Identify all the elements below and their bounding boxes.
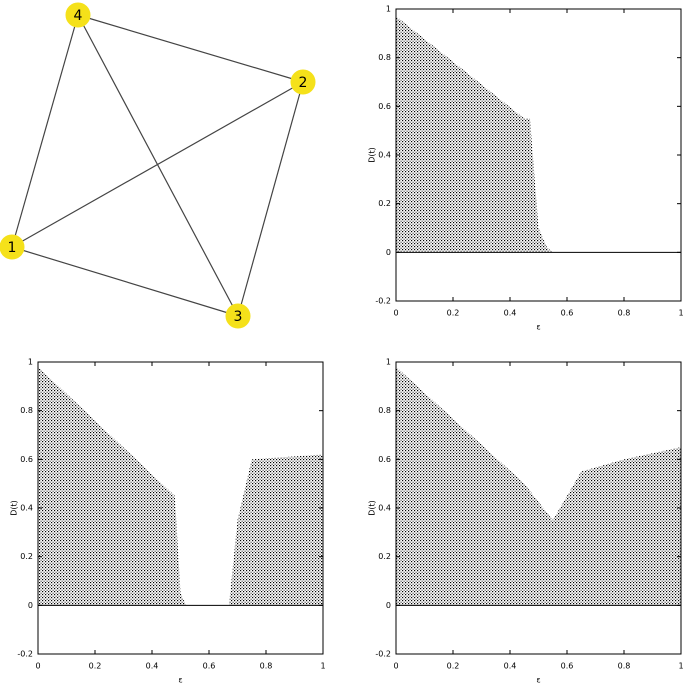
y-tick-label: 0 — [28, 601, 33, 610]
x-axis-label: ε — [536, 676, 540, 685]
y-tick-label: 0.4 — [20, 504, 33, 513]
node-circle — [290, 69, 316, 95]
y-tick-label: -0.2 — [375, 297, 391, 306]
edge — [77, 14, 239, 317]
x-tick-label: 0 — [35, 662, 40, 671]
x-tick-label: 1 — [678, 309, 683, 318]
y-tick-label: 0.2 — [378, 552, 391, 561]
chart: -0.200.20.40.60.810 0.2 0.4 0.6 0.8 1εD(t) — [368, 358, 684, 685]
x-tick-label: 0.8 — [260, 662, 273, 671]
x-axis-label: ε — [178, 676, 182, 685]
node-circle — [65, 2, 91, 28]
y-tick-label: 0.6 — [378, 102, 391, 111]
y-axis-label: D(t) — [10, 500, 19, 516]
charts: -0.200.20.40.60.810 0.2 0.4 0.6 0.8 1εD(t)-0.… — [10, 5, 684, 685]
y-tick-label: 0.2 — [20, 552, 33, 561]
edge — [11, 14, 79, 248]
y-tick-label: -0.2 — [375, 650, 391, 659]
plot-frame — [37, 361, 324, 655]
x-tick-label: 0.6 — [561, 662, 574, 671]
chart: -0.200.20.40.60.810 0.2 0.4 0.6 0.8 1εD(t) — [10, 358, 326, 685]
y-tick-label: 1 — [386, 358, 391, 367]
x-tick-label: 0.4 — [504, 309, 517, 318]
node: 1 — [0, 234, 25, 260]
edge — [77, 14, 304, 83]
point-cloud — [396, 16, 681, 253]
y-axis-label: D(t) — [368, 500, 377, 516]
x-tick-label: 0.8 — [618, 662, 631, 671]
y-tick-label: 0.4 — [378, 504, 391, 513]
node: 4 — [65, 2, 91, 28]
node-label: 3 — [234, 309, 243, 325]
node-circle — [0, 234, 25, 260]
y-tick-label: 0 — [386, 601, 391, 610]
x-axis-label: ε — [536, 323, 540, 332]
x-tick-label: 0 — [393, 662, 398, 671]
edge — [237, 81, 304, 317]
y-tick-label: -0.2 — [17, 650, 33, 659]
x-tick-label: 1 — [320, 662, 325, 671]
x-tick-label: 0.4 — [146, 662, 159, 671]
x-tick-label: 0.6 — [561, 309, 574, 318]
x-tick-label: 0.2 — [447, 662, 460, 671]
x-tick-label: 0.2 — [89, 662, 102, 671]
plot-frame — [395, 361, 682, 655]
node: 2 — [290, 69, 316, 95]
y-tick-label: 0.8 — [378, 53, 391, 62]
x-tick-label: 0.4 — [504, 662, 517, 671]
node: 3 — [225, 303, 251, 329]
nodes: 1 2 3 4 — [0, 2, 316, 329]
x-tick-label: 0.8 — [618, 309, 631, 318]
x-tick-label: 1 — [678, 662, 683, 671]
y-tick-label: 0.8 — [20, 406, 33, 415]
y-tick-label: 0.4 — [378, 151, 391, 160]
node-label: 2 — [299, 75, 308, 91]
node-circle — [225, 303, 251, 329]
x-tick-label: 0.6 — [203, 662, 216, 671]
edge — [11, 246, 239, 317]
graph-diagram — [11, 14, 304, 317]
chart: -0.200.20.40.60.810 0.2 0.4 0.6 0.8 1εD(t) — [368, 5, 684, 332]
x-tick-label: 0 — [393, 309, 398, 318]
y-axis-label: D(t) — [368, 147, 377, 163]
point-cloud — [38, 366, 323, 606]
node-label: 4 — [74, 8, 83, 24]
y-tick-label: 0.2 — [378, 199, 391, 208]
y-tick-label: 0.6 — [20, 455, 33, 464]
plot-frame — [395, 8, 682, 302]
node-label: 1 — [8, 240, 17, 256]
y-tick-label: 1 — [386, 5, 391, 14]
y-tick-label: 0.8 — [378, 406, 391, 415]
x-tick-label: 0.2 — [447, 309, 460, 318]
point-cloud — [396, 366, 681, 606]
y-tick-label: 0.6 — [378, 455, 391, 464]
y-tick-label: 1 — [28, 358, 33, 367]
y-tick-label: 0 — [386, 248, 391, 257]
